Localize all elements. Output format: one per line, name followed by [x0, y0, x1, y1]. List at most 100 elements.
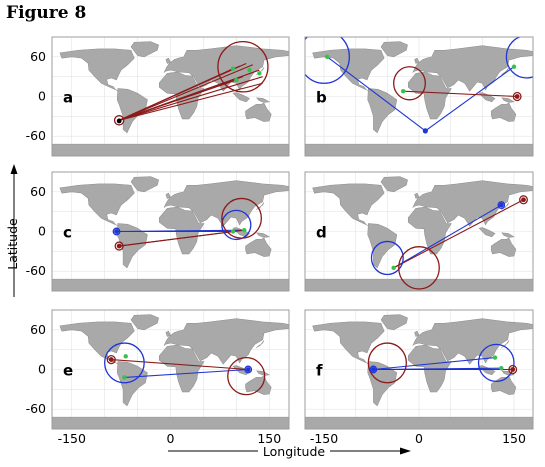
panel-e: e 60 0 -60 -150 0 150: [26, 309, 290, 446]
route-line-red: [393, 199, 524, 269]
center-point-red: [514, 94, 520, 99]
uncertainty-circle-red: [113, 115, 125, 126]
route-line-blue: [393, 204, 502, 269]
panel-frame: [51, 309, 290, 430]
figure-labels: Latitude Longitude: [5, 164, 411, 459]
uncertainty-circle-blue: [244, 365, 253, 374]
site-point: [230, 229, 236, 234]
x-tick-label: -150: [310, 431, 338, 446]
site-point: [257, 71, 262, 76]
site-point: [324, 54, 330, 60]
uncertainty-circle-red: [519, 195, 528, 205]
panel-plot-area: [52, 37, 289, 156]
uncertainty-circle-red: [114, 241, 124, 251]
site-point: [123, 354, 128, 359]
uncertainty-circle-blue: [477, 343, 515, 383]
y-tick-label: 0: [38, 89, 46, 104]
route-line-red: [119, 82, 263, 121]
route-line-red: [118, 76, 244, 121]
panels-layer: a 60 0 -60 b c 60 0 -60 d e 60 0 -60 -150 0 150 f -150 0 150: [26, 36, 534, 446]
uncertainty-circle-red: [508, 364, 518, 375]
panel-frame: [304, 309, 534, 430]
site-point: [122, 375, 127, 380]
uncertainty-circle-red: [227, 356, 266, 396]
site-point: [230, 66, 236, 71]
panel-label: f: [316, 362, 323, 380]
center-point-blue: [498, 202, 504, 208]
center-point-red: [116, 243, 122, 249]
route-line-red: [118, 62, 247, 121]
panel-plot-area: [52, 310, 289, 429]
panel-frame: [304, 36, 534, 157]
x-tick-label: 150: [257, 431, 281, 446]
uncertainty-circle-blue: [505, 37, 533, 79]
uncertainty-circle-blue: [369, 365, 378, 374]
uncertainty-circle-blue: [104, 342, 145, 384]
panel-plot-area: [305, 310, 533, 429]
site-point: [499, 365, 504, 371]
uncertainty-circle-red: [398, 246, 440, 290]
x-axis-label: Longitude: [263, 444, 325, 459]
panel-frame: [304, 171, 534, 292]
panel-label: d: [316, 224, 327, 242]
route-line-blue: [326, 56, 426, 132]
center-point-red: [108, 357, 114, 362]
y-axis-label: Latitude: [5, 218, 20, 270]
y-tick-label: 60: [30, 322, 46, 337]
route-line-red: [111, 359, 249, 371]
panel-plot-area: [52, 172, 289, 291]
site-point: [400, 89, 406, 94]
uncertainty-circle-red: [367, 342, 407, 384]
route-line-blue: [425, 66, 515, 132]
route-line-red: [118, 64, 254, 121]
x-tick-label: -150: [58, 431, 86, 446]
panel-plot-area: [305, 37, 533, 156]
y-tick-label: 60: [30, 184, 46, 199]
y-tick-label: -60: [26, 128, 46, 143]
center-point-blue: [422, 128, 428, 134]
panel-c: c 60 0 -60: [26, 171, 290, 292]
x-tick-label: 0: [167, 431, 175, 446]
panel-frame: [51, 36, 290, 157]
site-point: [242, 227, 247, 233]
uncertainty-circle-blue: [112, 227, 121, 236]
uncertainty-circle-blue: [497, 201, 506, 210]
y-tick-label: -60: [26, 263, 46, 278]
y-tick-label: 0: [38, 362, 46, 377]
center-point-black: [116, 118, 122, 124]
uncertainty-circle-blue: [221, 209, 252, 241]
uncertainty-circle-red: [221, 197, 263, 239]
uncertainty-circle-red: [217, 40, 269, 93]
uncertainty-circle-red: [106, 354, 116, 365]
uncertainty-circle-red: [393, 66, 426, 101]
center-point-blue: [245, 367, 251, 372]
panel-d: d: [304, 171, 534, 292]
y-tick-label: 60: [30, 49, 46, 64]
route-line-blue: [373, 357, 496, 371]
site-point: [247, 67, 252, 73]
figure-title: Figure 8: [6, 3, 87, 23]
route-line-blue: [124, 368, 249, 378]
panel-plot-area: [305, 172, 533, 291]
panel-label: c: [63, 224, 72, 242]
y-tick-label: 0: [38, 224, 46, 239]
uncertainty-circle-blue: [305, 37, 350, 84]
center-point-red: [521, 197, 526, 203]
center-point-blue: [114, 229, 119, 234]
panel-f: f -150 0 150: [304, 309, 534, 446]
route-line-red: [119, 229, 245, 247]
panel-a: a 60 0 -60: [26, 36, 290, 157]
panel-frame: [51, 171, 290, 292]
panel-b: b: [304, 36, 534, 157]
site-point: [511, 64, 517, 69]
site-point: [234, 77, 239, 83]
panel-label: b: [316, 89, 327, 107]
uncertainty-circle-blue: [370, 240, 404, 276]
panel-label: e: [63, 362, 73, 380]
xlabel-arrow-head: [400, 447, 411, 455]
site-point: [391, 265, 396, 271]
ylabel-arrow-head: [10, 164, 18, 174]
route-line-red: [118, 76, 263, 121]
y-tick-label: -60: [26, 401, 46, 416]
